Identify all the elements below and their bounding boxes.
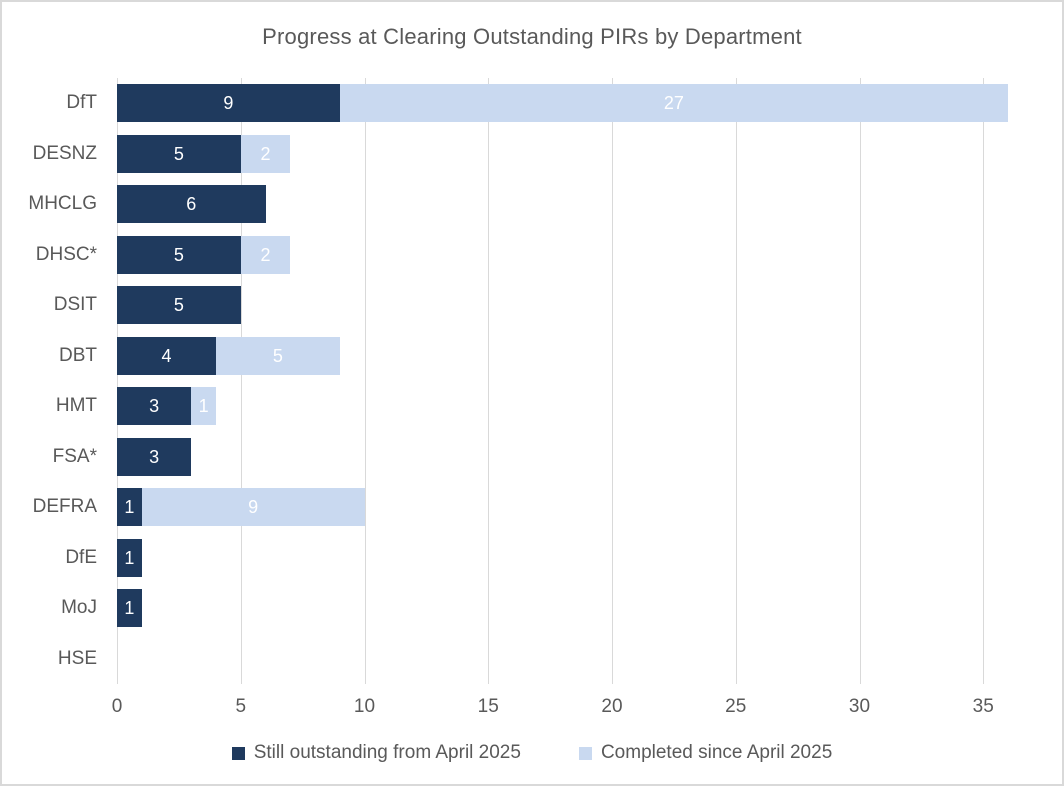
category-label: DEFRA bbox=[32, 496, 97, 518]
bar-segment-completed: 27 bbox=[339, 84, 1008, 123]
x-tick-label: 35 bbox=[972, 696, 994, 717]
bar-segment-outstanding: 5 bbox=[117, 235, 241, 274]
bar-segment-outstanding: 3 bbox=[117, 437, 192, 476]
legend-item: Completed since April 2025 bbox=[578, 742, 833, 764]
bar-value-label: 4 bbox=[161, 345, 172, 366]
category-label: HSE bbox=[57, 647, 97, 669]
gridline bbox=[240, 78, 242, 684]
x-tick-label: 20 bbox=[601, 696, 623, 717]
bar-segment-outstanding: 6 bbox=[117, 185, 266, 224]
bar-segment-outstanding: 9 bbox=[117, 84, 340, 123]
bar-segment-outstanding: 4 bbox=[117, 336, 216, 375]
gridline bbox=[612, 78, 613, 684]
category-label: MHCLG bbox=[28, 193, 97, 215]
bar-segment-completed: 9 bbox=[141, 488, 365, 527]
gridline bbox=[735, 78, 737, 684]
category-label: DSIT bbox=[53, 294, 97, 316]
bar-value-label: 9 bbox=[223, 93, 234, 114]
category-label: MoJ bbox=[61, 597, 97, 619]
bar-value-label: 1 bbox=[198, 396, 209, 417]
bar-segment-outstanding: 1 bbox=[117, 589, 142, 628]
bar-value-label: 1 bbox=[124, 547, 135, 568]
x-tick-label: 0 bbox=[111, 696, 123, 717]
legend-swatch-outstanding bbox=[231, 746, 245, 760]
bar-value-label: 1 bbox=[124, 598, 135, 619]
bar-value-label: 2 bbox=[260, 244, 271, 265]
bar-value-label: 1 bbox=[124, 497, 135, 518]
gridline bbox=[364, 78, 366, 684]
legend-label: Still outstanding from April 2025 bbox=[253, 742, 521, 763]
bar-value-label: 2 bbox=[260, 143, 271, 164]
bar-segment-completed: 2 bbox=[240, 134, 291, 173]
bar-value-label: 5 bbox=[173, 295, 184, 316]
bar-segment-outstanding: 1 bbox=[117, 538, 142, 577]
bar-value-label: 6 bbox=[186, 194, 197, 215]
bar-value-label: 27 bbox=[663, 93, 684, 114]
bar-segment-outstanding: 3 bbox=[117, 387, 192, 426]
bar-value-label: 5 bbox=[173, 143, 184, 164]
bar-value-label: 3 bbox=[149, 396, 160, 417]
bar-segment-completed: 2 bbox=[240, 235, 291, 274]
bar-value-label: 5 bbox=[272, 345, 283, 366]
category-label: FSA* bbox=[52, 445, 97, 467]
bar-value-label: 3 bbox=[149, 446, 160, 467]
chart-title: Progress at Clearing Outstanding PIRs by… bbox=[262, 24, 802, 49]
bar-segment-outstanding: 5 bbox=[117, 286, 241, 325]
bar-value-label: 5 bbox=[173, 244, 184, 265]
category-label: HMT bbox=[55, 395, 97, 417]
x-tick-label: 25 bbox=[725, 696, 747, 717]
legend: Still outstanding from April 2025 Complet… bbox=[2, 742, 1062, 764]
x-tick-label: 15 bbox=[477, 696, 499, 717]
category-label: DESNZ bbox=[32, 142, 97, 164]
category-label: DfE bbox=[65, 546, 97, 568]
legend-item: Still outstanding from April 2025 bbox=[231, 742, 521, 764]
legend-swatch-completed bbox=[578, 746, 592, 760]
gridline bbox=[983, 78, 985, 684]
bar-segment-outstanding: 5 bbox=[117, 134, 241, 173]
x-tick-label: 30 bbox=[848, 696, 871, 717]
category-label: DHSC* bbox=[35, 243, 97, 265]
bar-value-label: 9 bbox=[248, 497, 259, 518]
bar-segment-completed: 5 bbox=[216, 336, 340, 375]
x-tick-label: 10 bbox=[353, 696, 376, 717]
gridline bbox=[117, 78, 118, 684]
gridline bbox=[488, 78, 490, 684]
category-label: DBT bbox=[59, 344, 97, 366]
bar-segment-completed: 1 bbox=[191, 387, 216, 426]
category-label: DfT bbox=[66, 92, 97, 114]
bar-segment-outstanding: 1 bbox=[117, 488, 142, 527]
x-tick-label: 5 bbox=[235, 696, 247, 717]
legend-label: Completed since April 2025 bbox=[600, 742, 833, 763]
gridline bbox=[859, 78, 861, 684]
